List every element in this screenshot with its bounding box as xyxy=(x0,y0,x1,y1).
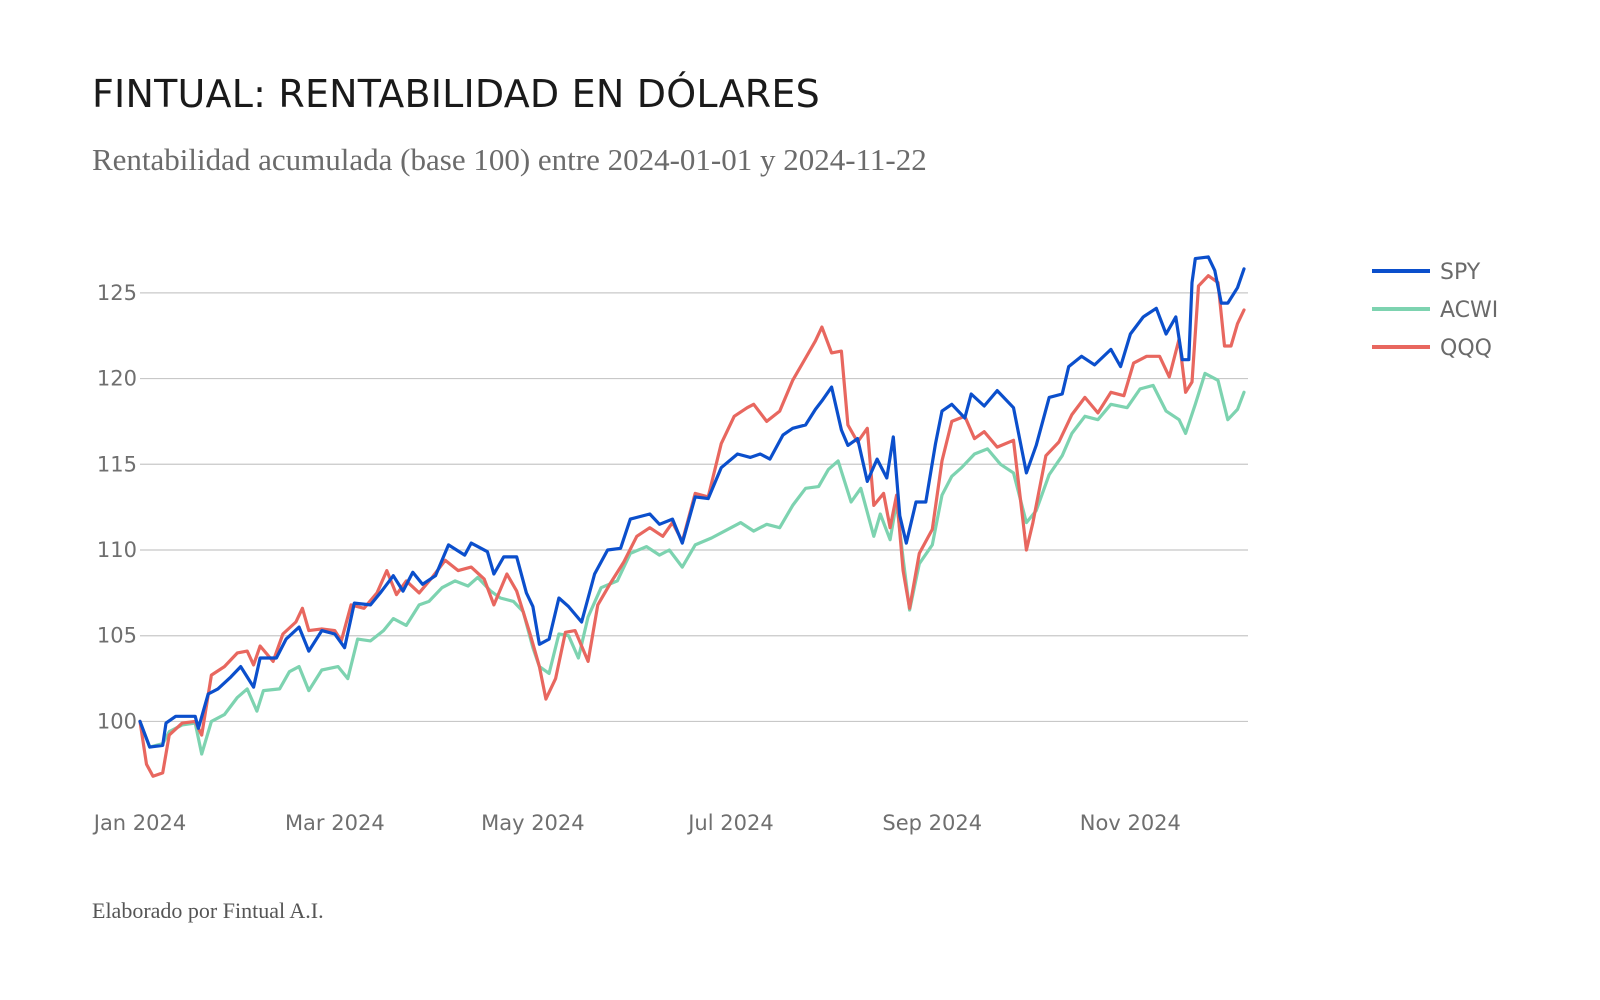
y-tick-label: 120 xyxy=(97,367,137,391)
series-line-qqq xyxy=(138,274,1246,778)
legend-label-spy: SPY xyxy=(1440,260,1481,285)
x-tick-label: Mar 2024 xyxy=(285,811,385,835)
y-tick-label: 105 xyxy=(97,624,137,648)
series-line-spy xyxy=(138,255,1246,749)
x-tick-label: Nov 2024 xyxy=(1080,811,1181,835)
chart-subtitle: Rentabilidad acumulada (base 100) entre … xyxy=(92,142,927,177)
y-tick-label: 110 xyxy=(97,538,137,562)
x-tick-label: Jan 2024 xyxy=(92,811,187,835)
x-tick-label: May 2024 xyxy=(481,811,585,835)
legend-label-acwi: ACWI xyxy=(1440,298,1498,323)
legend-label-qqq: QQQ xyxy=(1440,336,1492,361)
y-axis-ticks: 100 105 110 115 120 125 xyxy=(97,281,137,734)
series-line-acwi xyxy=(138,371,1246,756)
x-tick-label: Sep 2024 xyxy=(882,811,982,835)
chart-title: FINTUAL: RENTABILIDAD EN DÓLARES xyxy=(92,72,820,116)
series-lines xyxy=(138,255,1246,778)
y-tick-label: 125 xyxy=(97,281,137,305)
source-credit: Elaborado por Fintual A.I. xyxy=(92,898,324,923)
x-tick-label: Jul 2024 xyxy=(686,811,773,835)
x-axis-ticks: Jan 2024 Mar 2024 May 2024 Jul 2024 Sep 2024… xyxy=(92,811,1181,835)
legend: SPY ACWI QQQ xyxy=(1372,260,1498,361)
y-tick-label: 100 xyxy=(97,709,137,733)
y-tick-label: 115 xyxy=(97,452,137,476)
